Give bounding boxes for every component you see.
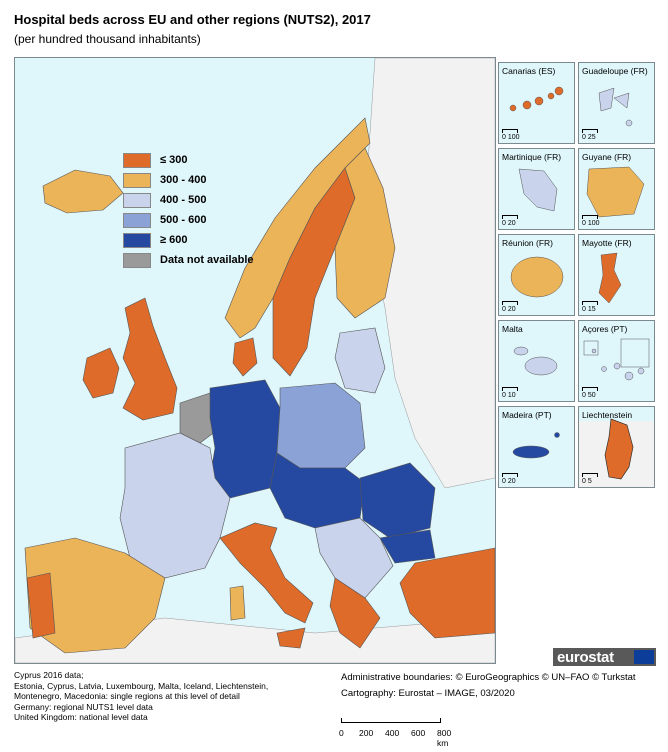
europe-map-svg	[15, 58, 495, 663]
italy	[219, 522, 314, 624]
legend-label: ≥ 600	[160, 234, 188, 246]
boundaries-credit: Administrative boundaries: © EuroGeograp…	[341, 672, 636, 683]
footnote-line: Estonia, Cyprus, Latvia, Luxembourg, Mal…	[14, 680, 269, 691]
eurostat-logo: eurostat	[553, 648, 656, 666]
iceland	[42, 169, 124, 214]
inset-scale: 0 100	[582, 215, 600, 227]
footnote-line: Germany: regional NUTS1 level data	[14, 701, 153, 712]
inset-scale: 0 20	[502, 301, 518, 313]
inset-canarias: Canarias (ES) 0 100	[498, 62, 575, 144]
inset-label: Açores (PT)	[582, 324, 628, 334]
inset-guadeloupe: Guadeloupe (FR) 0 25	[578, 62, 655, 144]
sicily	[276, 627, 306, 649]
legend-label: Data not available	[160, 254, 254, 266]
ireland	[82, 347, 120, 399]
inset-label: Guyane (FR)	[582, 152, 632, 162]
map-title: Hospital beds across EU and other region…	[14, 12, 371, 27]
portugal	[26, 572, 56, 639]
credits: Administrative boundaries: © EuroGeograp…	[341, 670, 636, 702]
inset-label: Canarias (ES)	[502, 66, 556, 76]
scale-label: 600	[411, 728, 426, 738]
inset-label: Réunion (FR)	[502, 238, 554, 248]
map-subtitle: (per hundred thousand inhabitants)	[14, 32, 201, 46]
legend-swatch	[123, 152, 151, 168]
poland	[276, 382, 366, 469]
inset-guyane: Guyane (FR) 0 100	[578, 148, 655, 230]
eurostat-brand: eurostat	[557, 648, 614, 666]
legend-item-ge-600: ≥ 600	[123, 230, 254, 250]
legend-label: 300 - 400	[160, 174, 207, 186]
scale-label: 800 km	[437, 728, 452, 748]
romania	[359, 462, 436, 539]
scale-label: 0	[339, 728, 344, 738]
inset-scale: 0 20	[502, 215, 518, 227]
denmark	[232, 337, 258, 377]
inset-reunion: Réunion (FR) 0 20	[498, 234, 575, 316]
inset-label: Mayotte (FR)	[582, 238, 632, 248]
footnotes: Cyprus 2016 data; Estonia, Cyprus, Latvi…	[14, 670, 268, 723]
legend-label: ≤ 300	[160, 154, 188, 166]
legend-item-not-available: Data not available	[123, 250, 254, 270]
baltic-states	[334, 327, 386, 394]
inset-label: Madeira (PT)	[502, 410, 552, 420]
legend-swatch	[123, 252, 151, 268]
scale-bar: 0 200 400 600 800 km	[339, 714, 461, 748]
scale-label: 400	[385, 728, 400, 738]
legend-label: 500 - 600	[160, 214, 207, 226]
footnote-line: United Kingdom: national level data	[14, 712, 148, 722]
legend-item-400-500: 400 - 500	[123, 190, 254, 210]
cartography-credit: Cartography: Eurostat – IMAGE, 03/2020	[341, 688, 515, 699]
scale-label: 200	[359, 728, 374, 738]
inset-mayotte: Mayotte (FR) 0 15	[578, 234, 655, 316]
balkans	[314, 517, 394, 599]
legend-swatch	[123, 212, 151, 228]
inset-acores: Açores (PT) 0 50	[578, 320, 655, 402]
france	[119, 432, 231, 579]
united-kingdom	[122, 297, 178, 421]
inset-label: Liechtenstein	[582, 410, 633, 420]
scale-bar-ticks	[341, 718, 441, 723]
inset-madeira: Madeira (PT) 0 20	[498, 406, 575, 488]
legend-item-500-600: 500 - 600	[123, 210, 254, 230]
footnote-line: Cyprus 2016 data;	[14, 670, 84, 680]
inset-scale: 0 15	[582, 301, 598, 313]
inset-scale: 0 20	[502, 473, 518, 485]
legend-swatch	[123, 232, 151, 248]
legend-label: 400 - 500	[160, 194, 207, 206]
sardinia	[229, 585, 246, 621]
turkey	[399, 547, 495, 639]
legend-swatch	[123, 172, 151, 188]
inset-scale: 0 10	[502, 387, 518, 399]
inset-scale: 0 100	[502, 129, 520, 141]
legend-swatch	[123, 192, 151, 208]
inset-liechtenstein: Liechtenstein 0 5	[578, 406, 655, 488]
inset-scale: 0 50	[582, 387, 598, 399]
map-legend: ≤ 300 300 - 400 400 - 500 500 - 600 ≥ 60…	[123, 150, 254, 270]
main-map: ≤ 300 300 - 400 400 - 500 500 - 600 ≥ 60…	[14, 57, 496, 664]
germany	[209, 379, 281, 499]
inset-label: Guadeloupe (FR)	[582, 66, 648, 76]
eu-flag-icon	[634, 650, 654, 664]
greece	[329, 577, 381, 649]
legend-item-300-400: 300 - 400	[123, 170, 254, 190]
bulgaria	[379, 529, 436, 564]
inset-label: Malta	[502, 324, 523, 334]
inset-malta: Malta 0 10	[498, 320, 575, 402]
footnote-line: Montenegro, Macedonia: single regions at…	[14, 691, 240, 701]
finland	[334, 147, 396, 319]
inset-scale: 0 5	[582, 473, 598, 485]
inset-martinique: Martinique (FR) 0 20	[498, 148, 575, 230]
inset-label: Martinique (FR)	[502, 152, 562, 162]
inset-scale: 0 25	[582, 129, 598, 141]
legend-item-le-300: ≤ 300	[123, 150, 254, 170]
